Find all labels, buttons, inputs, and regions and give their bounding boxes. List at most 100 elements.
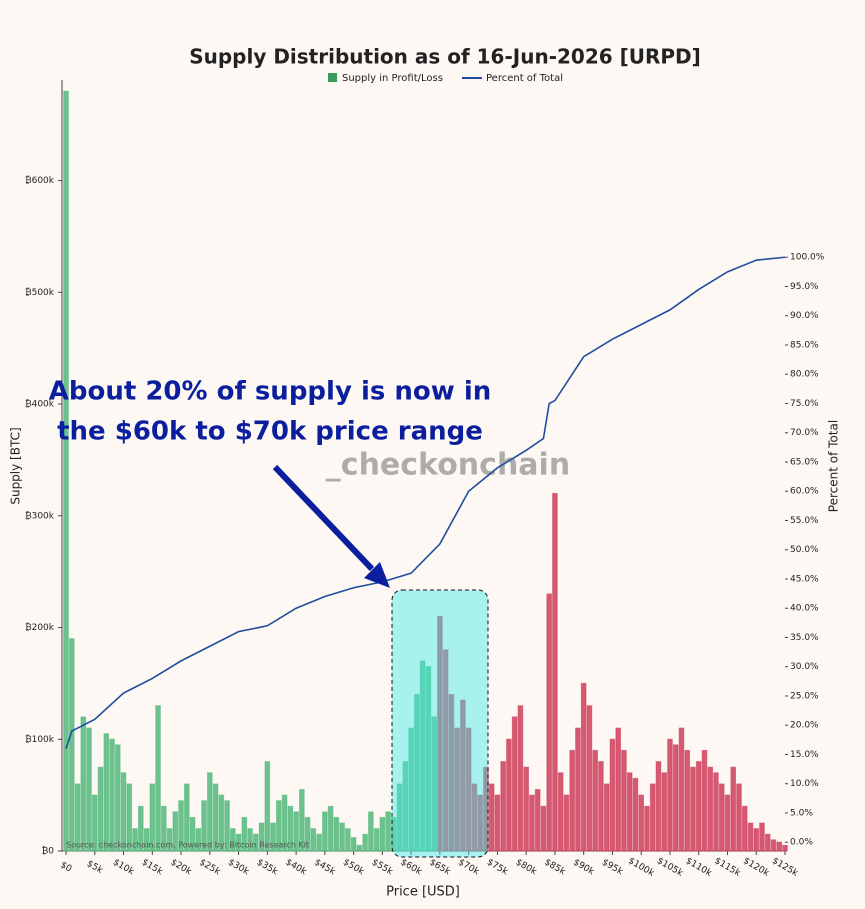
bar [488, 783, 495, 852]
bar [310, 828, 317, 852]
bar [471, 783, 478, 852]
bar [161, 805, 167, 852]
bar [759, 822, 765, 852]
bar [575, 727, 581, 852]
bar [431, 716, 437, 852]
bar [695, 761, 702, 852]
bar [454, 727, 460, 852]
watermark: _checkonchain [326, 448, 570, 483]
bar [586, 705, 593, 852]
bar [258, 822, 265, 852]
bar [247, 828, 253, 852]
bar [316, 833, 322, 852]
bar [494, 794, 501, 852]
bar [97, 766, 104, 852]
y2-tick-label: 100.0% [790, 253, 825, 263]
source: Source: checkonchain.com, Powered by: Bi… [66, 841, 309, 850]
bar [373, 828, 380, 852]
bar [730, 766, 737, 852]
bar [230, 828, 236, 852]
y2-tick-label: 55.0% [790, 516, 819, 526]
bar [701, 749, 708, 852]
bar [724, 794, 731, 852]
arrow-head [364, 562, 390, 588]
bar [333, 816, 340, 852]
bar [155, 705, 161, 852]
highlight-box [391, 589, 489, 858]
bar [546, 593, 552, 852]
bar [713, 772, 719, 852]
bar [626, 772, 633, 852]
bar [293, 811, 299, 852]
bar [149, 783, 156, 852]
bar [615, 727, 621, 852]
bar [396, 783, 403, 852]
bar [143, 828, 150, 852]
y2-tick-label: 30.0% [790, 662, 819, 672]
legend: Supply in Profit/Loss Percent of Total [328, 73, 563, 84]
bar [368, 811, 374, 852]
bar [345, 828, 351, 852]
bar [598, 761, 604, 852]
bar [753, 828, 760, 852]
y2-tick-label: 65.0% [790, 457, 819, 467]
bar [776, 841, 783, 852]
line [65, 256, 786, 749]
bar [563, 794, 570, 852]
y2-tick-label: 70.0% [790, 428, 819, 438]
bar [120, 772, 127, 852]
annotation: the $60k to $70k price range [57, 417, 483, 447]
bar [189, 816, 196, 852]
y2-tick-label: 35.0% [790, 633, 819, 643]
bar [782, 844, 788, 852]
bar [201, 800, 207, 852]
bar [137, 805, 144, 852]
bar [741, 805, 748, 852]
bar [580, 682, 587, 852]
bar [678, 727, 685, 852]
legend-swatch [328, 73, 337, 82]
bar [402, 761, 409, 852]
bar [74, 783, 81, 852]
bar [270, 822, 276, 852]
bar [621, 749, 627, 852]
bar [477, 794, 483, 852]
legend-label: Percent of Total [486, 73, 563, 84]
bar [523, 766, 529, 852]
bar [707, 766, 714, 852]
bar [661, 772, 668, 852]
bar [764, 833, 771, 852]
bar [736, 783, 742, 852]
bar [379, 816, 386, 852]
y2-tick-label: 40.0% [790, 604, 819, 614]
bar [68, 638, 75, 852]
bar [218, 794, 225, 852]
bar [126, 783, 133, 852]
bar [172, 811, 179, 852]
bar [747, 822, 754, 852]
bar [534, 789, 541, 852]
bar [212, 783, 219, 852]
bar [86, 727, 92, 852]
bar [465, 727, 472, 852]
y-tick-label: ₿600k [25, 175, 55, 186]
y2-tick-label: 75.0% [790, 399, 819, 409]
bar [132, 828, 138, 852]
bar [327, 805, 334, 852]
bar [304, 816, 311, 852]
y2-tick-label: 15.0% [790, 750, 819, 760]
bar [281, 794, 288, 852]
y-tick-label: ₿500k [25, 287, 55, 298]
y2-tick-label: 20.0% [790, 721, 819, 731]
bar [339, 822, 345, 852]
bar [529, 794, 535, 852]
bar [655, 761, 662, 852]
y-tick-label: ₿0 [42, 846, 55, 857]
y-tick-label: ₿300k [25, 510, 55, 521]
y2-tick-label: 25.0% [790, 691, 819, 701]
bar [672, 744, 679, 852]
bar [241, 816, 248, 852]
bar [552, 492, 558, 852]
bar [718, 783, 725, 852]
x-axis-title: Price [USD] [386, 885, 460, 900]
